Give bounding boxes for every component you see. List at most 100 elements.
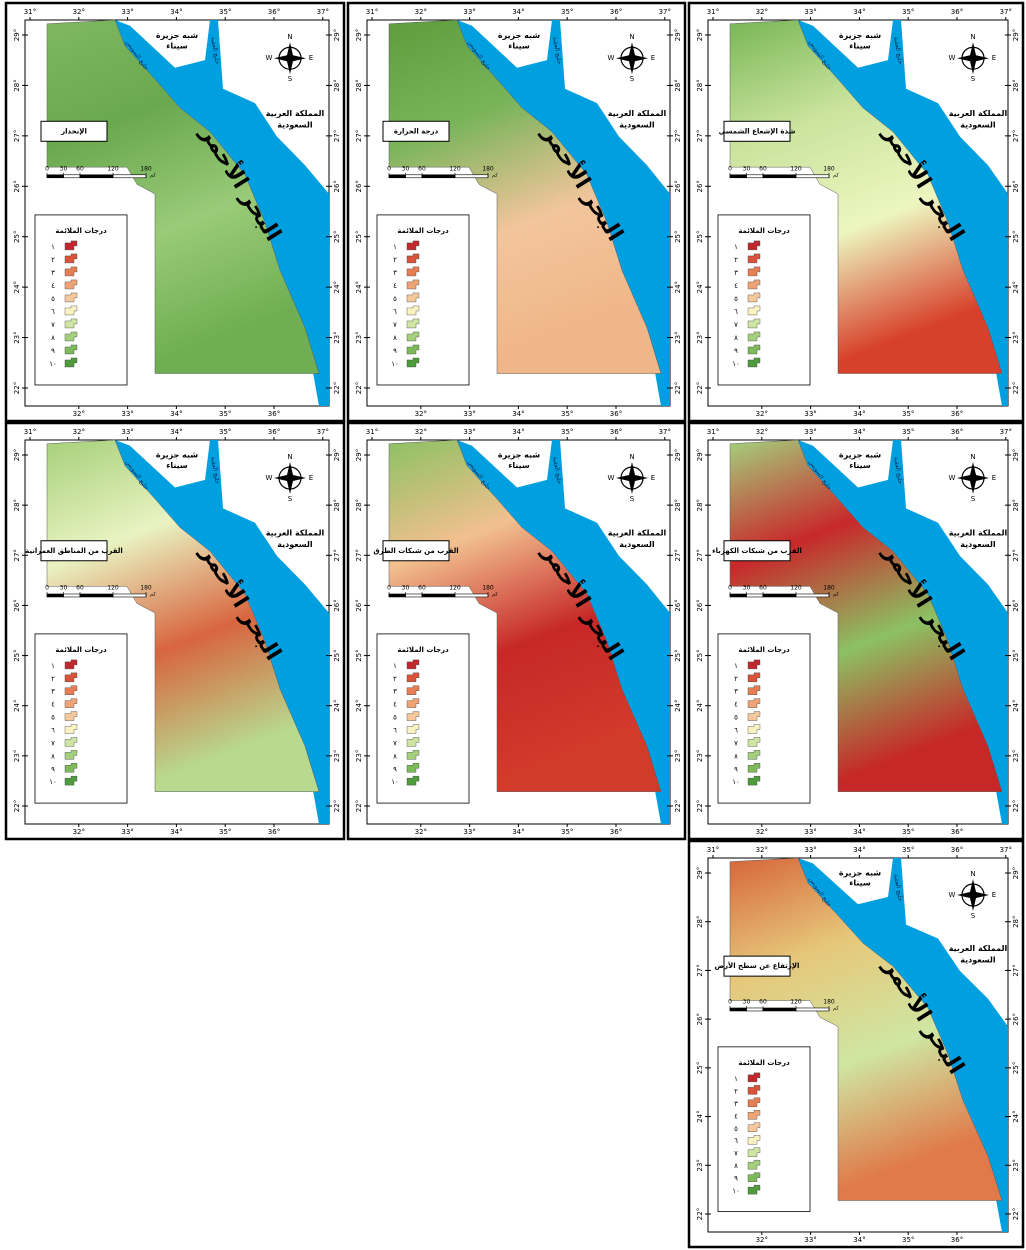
scale-label: 120 (790, 165, 802, 172)
legend-swatch (64, 305, 78, 316)
longitude-label: 32° (756, 1236, 768, 1244)
latitude-label: 24° (674, 700, 682, 712)
latitude-label: 27° (674, 549, 682, 561)
latitude-label: 29° (674, 29, 682, 41)
place-label: السعودية (960, 121, 996, 130)
latitude-label: 25° (333, 649, 341, 661)
legend-title: درجات الملائمة (397, 227, 449, 235)
latitude-label: 27° (13, 130, 21, 142)
longitude-label: 34° (853, 828, 865, 836)
legend-swatch (747, 711, 761, 721)
compass-star (616, 462, 648, 495)
place-label: السعودية (960, 540, 996, 549)
longitude-label: 35° (219, 828, 231, 836)
map-panel: 31° 32° 33° 34° 35° 36° 37° 32° 33° 34° 35° 36° 29° 2… (687, 421, 1025, 841)
longitude-label: 32° (415, 410, 427, 418)
legend-swatch (747, 1097, 761, 1108)
compass-letter: E (992, 54, 996, 62)
latitude-label: 27° (1012, 130, 1020, 142)
legend-swatch (747, 292, 761, 303)
longitude-label: 33° (121, 428, 133, 436)
place-label: سيناء (166, 41, 188, 50)
latitude-label: 26° (13, 180, 21, 192)
legend-swatch (64, 318, 78, 329)
place-label: المملكة العربية (266, 529, 325, 538)
latitude-label: 27° (355, 549, 363, 561)
legend-swatch (406, 775, 420, 786)
legend-label: ٦ (734, 726, 738, 734)
latitude-label: 25° (355, 231, 363, 243)
panel-title: القرب من شبكات الطرق (373, 547, 458, 555)
sea (457, 20, 670, 406)
legend-label: ٥ (393, 295, 397, 303)
legend-box (717, 1046, 811, 1213)
legend-label: ٨ (51, 752, 55, 760)
latitude-label: 26° (696, 180, 704, 192)
panel-title: الإرتفاع عن سطح الأرض (715, 961, 800, 970)
legend-swatch (64, 711, 78, 721)
legend-label: ٧ (51, 739, 55, 747)
latitude-label: 24° (355, 281, 363, 293)
legend-swatch (64, 331, 78, 342)
longitude-label: 33° (804, 410, 816, 418)
sea (115, 440, 329, 824)
legend-swatch (64, 344, 78, 355)
place-label: شبه جزيرة (498, 31, 540, 40)
scale-segment (421, 593, 456, 598)
scale-label: 30 (60, 584, 68, 591)
latitude-label: 28° (1012, 79, 1020, 91)
place-label: المملكة العربية (949, 529, 1008, 538)
scale-unit: كم (833, 1005, 839, 1011)
latitude-label: 24° (1012, 1110, 1020, 1122)
legend-label: ٩ (393, 765, 397, 773)
legend-label: ٥ (51, 714, 55, 722)
longitude-label: 32° (73, 828, 85, 836)
compass-letter: E (309, 54, 313, 62)
longitude-label: 35° (219, 428, 231, 436)
scale-segment (46, 593, 64, 598)
compass-letter: N (287, 453, 292, 461)
latitude-label: 26° (333, 180, 341, 192)
legend-swatch (747, 1122, 761, 1132)
legend-label: ٤ (734, 701, 738, 709)
legend-title: درجات الملائمة (55, 646, 107, 654)
sea (115, 20, 329, 406)
compass-letter: E (992, 474, 996, 482)
longitude-label: 36° (610, 410, 622, 418)
longitude-label: 32° (415, 8, 427, 16)
longitude-label: 37° (1000, 428, 1012, 436)
latitude-label: 26° (674, 599, 682, 611)
scale-segment (63, 174, 81, 179)
legend-label: ١ (734, 243, 738, 251)
title-box (723, 120, 791, 142)
legend-swatch (64, 750, 78, 760)
legend-label: ٢ (734, 675, 738, 683)
latitude-label: 22° (696, 1208, 704, 1220)
place-label: السعودية (277, 121, 313, 130)
legend-label: ٦ (734, 308, 738, 316)
latitude-label: 23° (1012, 750, 1020, 762)
latitude-label: 22° (1012, 800, 1020, 812)
longitude-label: 32° (73, 8, 85, 16)
legend-label: ٣ (51, 269, 55, 277)
legend-swatch (747, 698, 761, 708)
legend-title: درجات الملائمة (738, 227, 790, 235)
compass-letter: S (630, 75, 635, 83)
legend-swatch (406, 685, 420, 695)
legend-title: درجات الملائمة (738, 646, 790, 654)
longitude-label: 35° (219, 410, 231, 418)
legend-label: ٢ (734, 1087, 738, 1095)
compass-letter: N (629, 453, 634, 461)
compass-letter: W (608, 54, 615, 62)
legend-swatch (406, 318, 420, 329)
place-label: المملكة العربية (949, 944, 1008, 953)
latitude-label: 25° (696, 649, 704, 661)
latitude-label: 24° (1012, 281, 1020, 293)
latitude-label: 26° (355, 180, 363, 192)
scale-label: 180 (140, 165, 152, 172)
scale-segment (729, 174, 747, 179)
legend-swatch (406, 357, 420, 368)
longitude-label: 36° (268, 8, 280, 16)
longitude-label: 35° (561, 8, 573, 16)
